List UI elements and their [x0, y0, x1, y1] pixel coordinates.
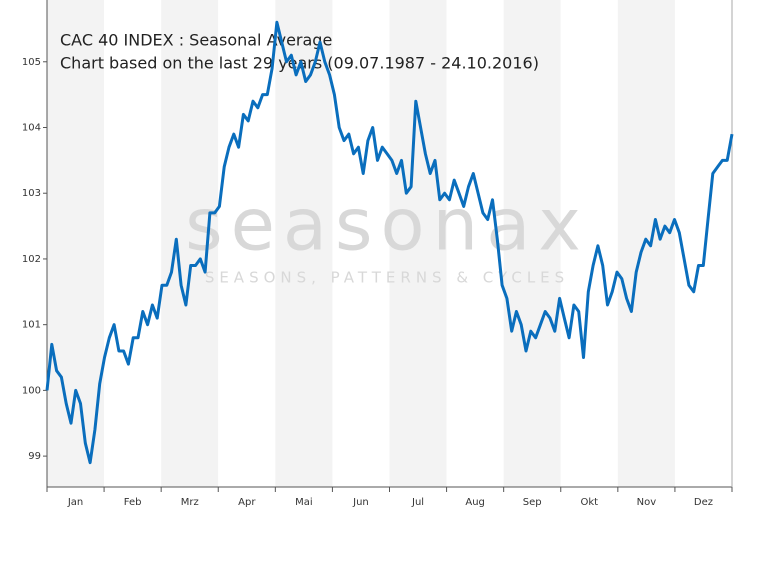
data-line — [45, 20, 734, 465]
x-tick-label: Dez — [694, 497, 713, 508]
x-tick-label: Mrz — [181, 497, 199, 508]
x-tick-label: Jan — [67, 497, 83, 508]
y-tick-label: 99 — [28, 451, 41, 462]
x-tick-label: Mai — [295, 497, 313, 508]
chart-title: CAC 40 INDEX : Seasonal Average — [60, 31, 332, 50]
y-tick-label: 104 — [22, 123, 41, 134]
y-tick-label: 101 — [22, 320, 41, 331]
month-band — [275, 0, 333, 487]
month-bands — [47, 0, 732, 487]
x-tick-label: Nov — [637, 497, 657, 508]
y-tick-label: 100 — [22, 385, 41, 396]
y-tick-label: 102 — [22, 254, 41, 265]
x-tick-label: Sep — [523, 497, 542, 508]
month-band — [389, 0, 447, 487]
month-band — [218, 0, 276, 487]
month-band — [332, 0, 390, 487]
month-band — [503, 0, 561, 487]
watermark-tagline: SEASONS, PATTERNS & CYCLES — [205, 269, 569, 287]
month-band — [446, 0, 504, 487]
y-tick-label: 105 — [22, 57, 41, 68]
x-tick-label: Okt — [580, 497, 598, 508]
x-tick-label: Apr — [238, 497, 256, 508]
x-tick-label: Feb — [124, 497, 142, 508]
month-band — [617, 0, 675, 487]
month-band — [560, 0, 618, 487]
month-band — [47, 0, 105, 487]
month-band — [674, 0, 732, 487]
month-band — [104, 0, 162, 487]
x-tick-label: Jun — [352, 497, 369, 508]
y-tick-label: 103 — [22, 188, 41, 199]
x-tick-label: Jul — [411, 497, 424, 508]
watermark: seasonax — [185, 183, 589, 267]
x-tick-label: Aug — [465, 497, 485, 508]
